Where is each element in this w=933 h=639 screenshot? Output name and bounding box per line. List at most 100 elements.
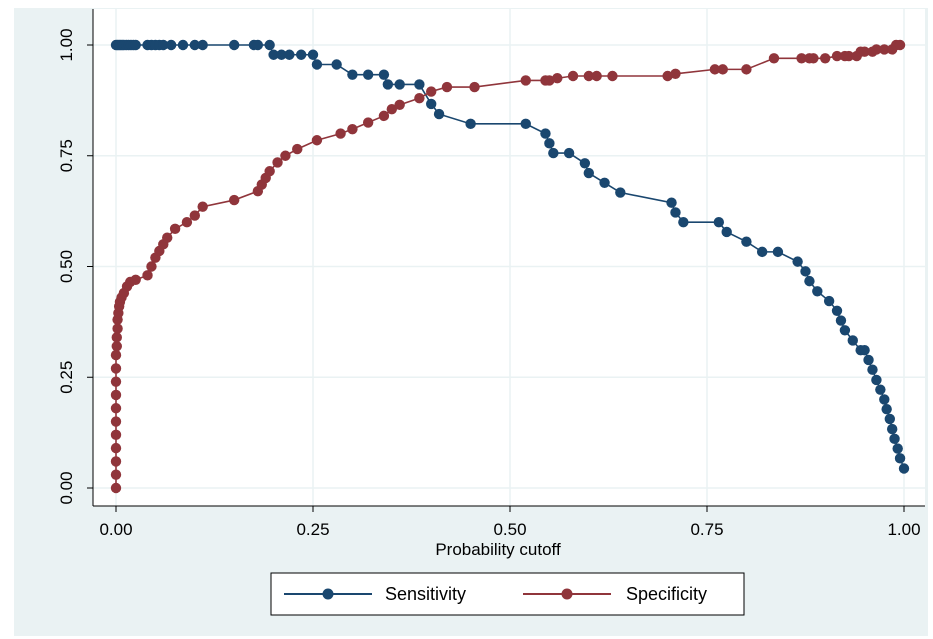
sensitivity-point [678, 217, 689, 228]
sensitivity-point [871, 374, 882, 386]
sensitivity-point [741, 236, 752, 247]
specificity-point [426, 86, 437, 97]
grid-lines [93, 9, 925, 506]
sensitivity-point [583, 167, 594, 179]
legend: Sensitivity Specificity [270, 572, 745, 616]
sensitivity-point [713, 217, 725, 228]
sensitivity-point [666, 197, 677, 208]
specificity-point [111, 332, 122, 343]
sensitivity-point [331, 59, 342, 70]
specificity-point [110, 349, 122, 361]
sensitivity-point [268, 49, 279, 60]
sensitivity-point [264, 39, 275, 51]
specificity-point [197, 201, 208, 212]
specificity-point [142, 270, 153, 281]
specificity-point [162, 232, 173, 243]
sensitivity-point [307, 49, 319, 60]
specificity-point [796, 53, 807, 64]
y-tick-label: 0.25 [57, 361, 76, 394]
specificity-point [544, 75, 555, 86]
sensitivity-point [881, 403, 892, 415]
specificity-point [335, 128, 346, 139]
chart-frame: 0.00 0.25 0.50 0.75 1.00 0.00 0.25 0.50 0.75 1.00… [14, 8, 928, 636]
series-layer [110, 39, 910, 494]
legend-sensitivity-marker [322, 588, 334, 600]
sensitivity-point [670, 207, 681, 218]
specificity-point [441, 81, 453, 93]
specificity-point [808, 53, 819, 64]
sensitivity-point [177, 39, 189, 51]
specificity-point [859, 46, 870, 57]
sensitivity-point [886, 423, 898, 435]
y-tick-label: 0.50 [57, 250, 76, 283]
sensitivity-point [378, 69, 390, 80]
x-tick-label: 0.50 [493, 520, 526, 539]
specificity-point [280, 150, 291, 161]
x-tick-label: 0.00 [99, 520, 132, 539]
sensitivity-point [544, 138, 555, 149]
sensitivity-point [867, 364, 878, 375]
sensitivity-point [540, 128, 551, 139]
sensitivity-point [394, 79, 405, 90]
specificity-point [169, 223, 181, 235]
sensitivity-point [898, 463, 910, 474]
specificity-point [820, 53, 831, 64]
legend-specificity-marker [561, 588, 573, 600]
specificity-point [520, 75, 531, 86]
y-tick-label: 0.75 [57, 139, 76, 172]
specificity-point [111, 341, 122, 352]
sensitivity-point [252, 39, 264, 51]
sensitivity-point [189, 39, 200, 51]
specificity-point [871, 44, 882, 55]
specificity-point [264, 166, 275, 177]
sensitivity-point [831, 305, 843, 316]
sensitivity-point [756, 246, 768, 258]
sensitivity-point [879, 394, 890, 405]
sensitivity-point [426, 98, 437, 110]
x-tick-label: 0.75 [690, 520, 723, 539]
roc-cutoff-chart: 0.00 0.25 0.50 0.75 1.00 0.00 0.25 0.50 0.75 1.00… [57, 9, 925, 616]
y-tick-label: 0.00 [57, 471, 76, 504]
specificity-point [378, 110, 390, 122]
sensitivity-point [892, 443, 903, 454]
sensitivity-point [362, 69, 374, 80]
sensitivity-point [579, 158, 591, 169]
specificity-point [110, 416, 122, 427]
specificity-point [292, 143, 303, 155]
sensitivity-point [823, 295, 835, 307]
specificity-point [583, 70, 594, 82]
sensitivity-point [863, 354, 874, 366]
specificity-point [879, 44, 890, 55]
specificity-point [110, 456, 122, 467]
specificity-point [607, 70, 618, 82]
specificity-point [110, 469, 122, 480]
specificity-point [552, 73, 563, 84]
specificity-point [110, 363, 122, 374]
legend-sensitivity-label: Sensitivity [385, 584, 466, 604]
x-axis-title: Probability cutoff [435, 540, 561, 559]
sensitivity-point [548, 147, 559, 159]
specificity-point [347, 123, 358, 135]
specificity-point [591, 70, 602, 82]
sensitivity-point [839, 325, 851, 336]
specificity-point [110, 376, 122, 387]
specificity-point [272, 157, 283, 168]
sensitivity-point [276, 49, 287, 60]
specificity-point [469, 81, 480, 93]
specificity-point [717, 64, 728, 75]
plot-area [93, 9, 925, 506]
specificity-point [110, 403, 122, 414]
sensitivity-point [859, 345, 870, 356]
sensitivity-point [229, 39, 240, 51]
sensitivity-point [382, 79, 394, 90]
sensitivity-point [800, 266, 811, 277]
specificity-point [741, 64, 752, 75]
sensitivity-point [884, 413, 896, 425]
specificity-point [394, 99, 405, 111]
sensitivity-point [414, 79, 425, 90]
y-tick-label: 1.00 [57, 28, 76, 61]
legend-specificity-label: Specificity [626, 584, 707, 604]
sensitivity-point [847, 335, 858, 346]
specificity-point [181, 217, 193, 228]
specificity-point [110, 482, 122, 494]
